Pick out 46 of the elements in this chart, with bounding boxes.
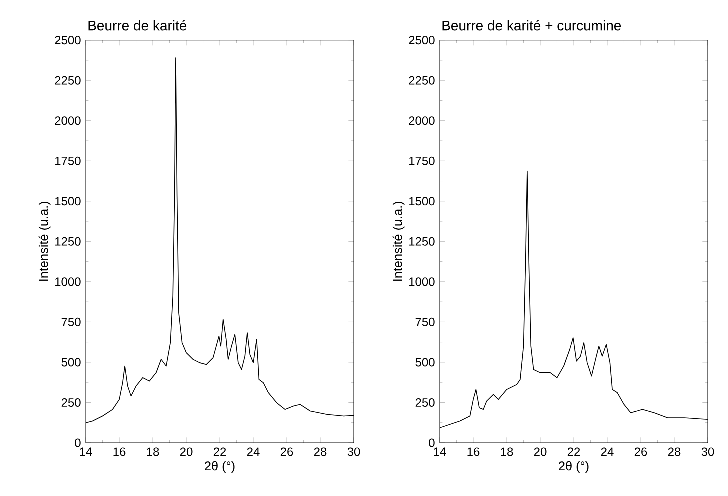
y-tick-label: 500 [416, 358, 435, 367]
y-tick-label: 2500 [409, 36, 435, 45]
y-tick-label: 2250 [409, 76, 435, 85]
y-tick-label: 1250 [56, 237, 81, 246]
chart-title: Beurre de karité + curcumine [442, 20, 622, 31]
x-tick-label: 28 [668, 448, 681, 456]
x-tick-label: 14 [80, 448, 92, 456]
x-tick-label: 22 [568, 448, 580, 456]
x-tick-label: 16 [114, 448, 126, 456]
x-tick-label: 20 [534, 448, 547, 456]
x-tick-label: 30 [348, 448, 360, 456]
x-tick-label: 14 [434, 448, 446, 456]
y-tick-label: 0 [429, 438, 435, 448]
x-tick-label: 20 [180, 448, 193, 456]
x-tick-label: 24 [247, 448, 260, 456]
x-tick-label: 24 [601, 448, 614, 456]
y-axis-title: Intensité (u.a.) [392, 202, 405, 281]
y-tick-label: 1000 [410, 278, 435, 286]
y-tick-label: 0 [75, 438, 81, 448]
y-tick-label: 750 [62, 318, 81, 326]
y-tick-label: 250 [62, 398, 81, 407]
y-tick-label: 2000 [409, 116, 435, 126]
y-tick-label: 2000 [55, 116, 81, 126]
y-tick-label: 1750 [56, 156, 81, 166]
y-tick-label: 1750 [410, 156, 435, 166]
x-tick-label: 18 [501, 448, 514, 456]
x-tick-label: 22 [214, 448, 226, 456]
y-tick-label: 250 [416, 398, 435, 407]
y-tick-label: 1500 [410, 197, 435, 206]
y-tick-label: 2500 [55, 36, 81, 45]
x-tick-label: 18 [147, 448, 160, 456]
y-tick-label: 2250 [55, 76, 81, 85]
chart-title: Beurre de karité [88, 20, 187, 31]
x-tick-label: 26 [280, 448, 294, 456]
y-axis-title: Intensité (u.a.) [38, 202, 51, 281]
x-axis-title: 2θ (°) [205, 461, 235, 474]
y-tick-label: 500 [62, 358, 81, 367]
x-tick-label: 28 [314, 448, 327, 456]
y-tick-label: 1500 [56, 197, 81, 206]
x-axis-title: 2θ (°) [559, 461, 589, 474]
x-tick-label: 16 [468, 448, 480, 456]
x-tick-label: 26 [634, 448, 648, 456]
y-tick-label: 1000 [56, 278, 81, 286]
x-tick-label: 30 [702, 448, 714, 456]
y-tick-label: 1250 [410, 237, 435, 246]
y-tick-label: 750 [416, 318, 435, 326]
